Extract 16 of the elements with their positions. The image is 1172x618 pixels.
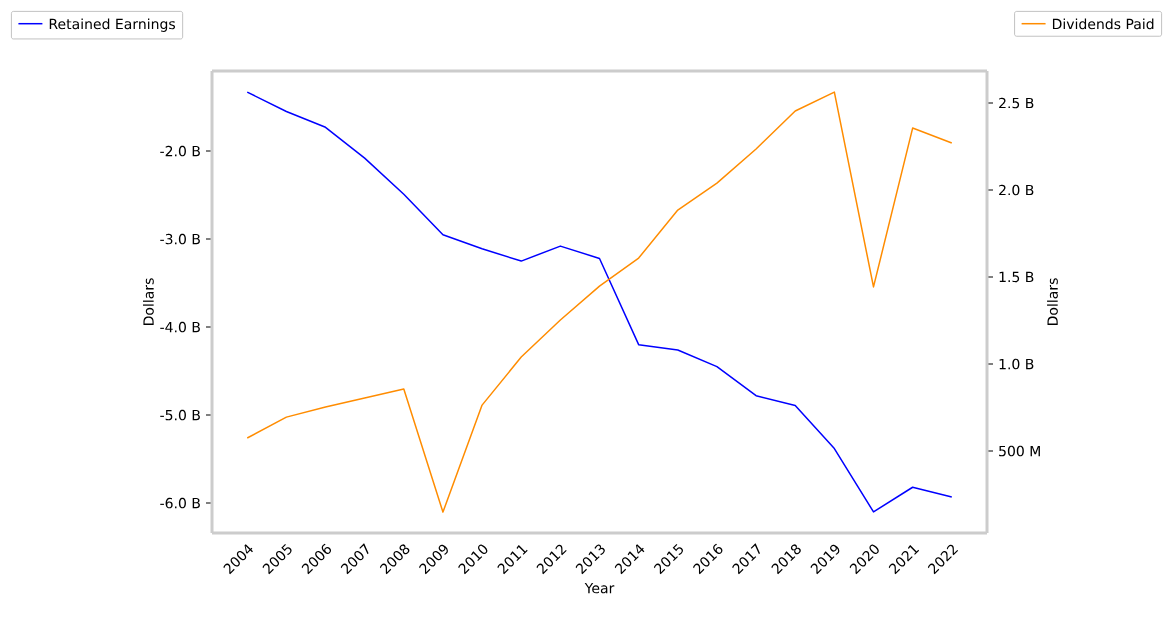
y-tick-label: -4.0 B — [160, 321, 200, 333]
y2-axis-title: Dollars — [1047, 278, 1058, 325]
y-axis-title: Dollars — [143, 278, 154, 325]
y-tick-label: -3.0 B — [160, 233, 200, 245]
y-tick-label: -2.0 B — [160, 145, 200, 157]
line-series — [246, 91, 953, 513]
y-tick-label: -6.0 B — [160, 497, 200, 509]
legend-label: Dividends Paid — [1052, 18, 1154, 30]
y2-tick-label: 1.0 B — [999, 358, 1034, 370]
y2-tick-label: 1.5 B — [999, 271, 1034, 283]
x-axis-title: Year — [584, 582, 615, 594]
y-tick-label: -5.0 B — [160, 409, 200, 421]
y2-tick-label: 500 M — [999, 445, 1040, 457]
y2-tick-label: 2.5 B — [999, 97, 1034, 109]
y2-tick-label: 2.0 B — [999, 184, 1034, 196]
legend-label: Retained Earnings — [49, 18, 176, 32]
